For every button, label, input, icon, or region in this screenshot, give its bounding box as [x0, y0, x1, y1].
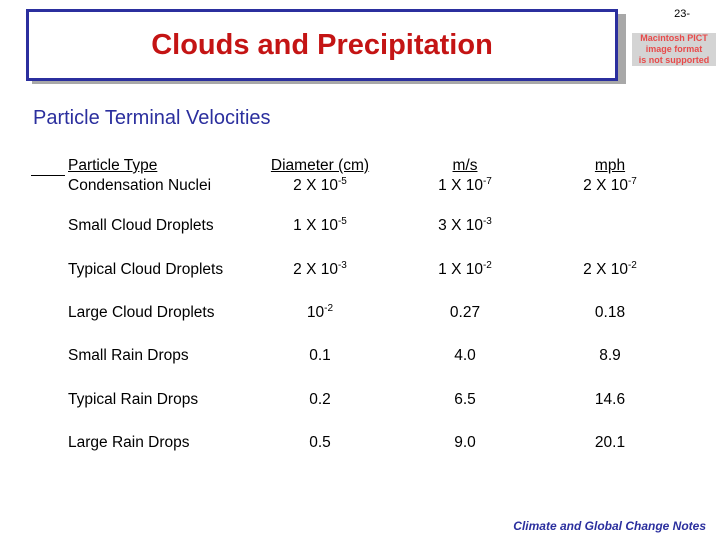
row-ms-value: 1 X 10-2 [405, 260, 525, 279]
diameter-base: 1 X 10 [293, 217, 338, 234]
row-ms-value: 1 X 10-7 [405, 176, 525, 195]
ms-base: 1 X 10 [438, 177, 483, 194]
row-particle-type: Large Rain Drops [68, 434, 190, 451]
slide-title: Clouds and Precipitation [151, 28, 493, 61]
diameter-exponent: -5 [337, 176, 347, 187]
diameter-base: 10 [306, 304, 325, 321]
row-particle-type: Typical Rain Drops [68, 391, 199, 408]
slide-number: 23- [674, 8, 690, 20]
row-diameter-value: 1 X 10-5 [255, 216, 385, 235]
diameter-exponent: -5 [337, 216, 347, 227]
ms-base: 3 X 10 [438, 217, 483, 234]
title-box: Clouds and Precipitation [26, 9, 618, 81]
diameter-base: 2 X 10 [293, 261, 338, 278]
mph-exponent: -2 [627, 260, 637, 271]
mph-base: 0.18 [594, 304, 626, 321]
mph-base: 8.9 [599, 347, 621, 364]
diameter-exponent: -3 [337, 260, 347, 271]
mph-base: 14.6 [594, 391, 626, 408]
row-diameter-value: 0.5 [255, 433, 385, 452]
pict-line-3: is not supported [638, 55, 710, 65]
row-diameter-value: 2 X 10-3 [255, 260, 385, 279]
ms-base: 6.5 [454, 391, 476, 408]
row-particle-type: Small Rain Drops [68, 347, 189, 364]
mph-base: 2 X 10 [583, 261, 628, 278]
header-diameter: Diameter (cm) [270, 157, 370, 174]
pict-placeholder-image: Macintosh PICT image format is not suppo… [632, 33, 716, 66]
header-particle-type: Particle Type [68, 157, 158, 174]
mph-base: 20.1 [594, 434, 626, 451]
header-underline-stub [31, 175, 65, 176]
row-ms-value: 6.5 [405, 390, 525, 409]
row-ms-value: 4.0 [405, 346, 525, 365]
header-ms: m/s [452, 157, 478, 174]
mph-exponent: -7 [627, 176, 637, 187]
row-mph-value: 2 X 10-7 [550, 176, 670, 195]
row-mph-value: 20.1 [550, 433, 670, 452]
row-particle-type: Large Cloud Droplets [68, 304, 215, 321]
pict-line-1: Macintosh PICT [640, 33, 708, 43]
diameter-base: 0.5 [309, 434, 331, 451]
row-particle-type: Condensation Nuclei [68, 177, 212, 194]
row-diameter-value: 2 X 10-5 [255, 176, 385, 195]
ms-base: 9.0 [454, 434, 476, 451]
row-ms-value: 0.27 [405, 303, 525, 322]
row-particle-type: Small Cloud Droplets [68, 217, 214, 234]
footer-note: Climate and Global Change Notes [513, 519, 706, 533]
ms-exponent: -7 [482, 176, 492, 187]
diameter-base: 2 X 10 [293, 177, 338, 194]
row-mph-value: 2 X 10-2 [550, 260, 670, 279]
row-diameter-value: 0.2 [255, 390, 385, 409]
ms-base: 4.0 [454, 347, 476, 364]
row-mph-value: 14.6 [550, 390, 670, 409]
row-diameter-value: 0.1 [255, 346, 385, 365]
pict-line-2: image format [645, 44, 703, 54]
row-mph-value: 0.18 [550, 303, 670, 322]
row-mph-value: 8.9 [550, 346, 670, 365]
ms-base: 1 X 10 [438, 261, 483, 278]
ms-base: 0.27 [449, 304, 481, 321]
ms-exponent: -3 [482, 216, 492, 227]
row-ms-value: 3 X 10-3 [405, 216, 525, 235]
row-particle-type: Typical Cloud Droplets [68, 261, 224, 278]
diameter-base: 0.2 [309, 391, 331, 408]
header-mph: mph [594, 157, 626, 174]
subtitle: Particle Terminal Velocities [33, 107, 271, 129]
row-ms-value: 9.0 [405, 433, 525, 452]
row-diameter-value: 10-2 [255, 303, 385, 322]
diameter-exponent: -2 [324, 303, 334, 314]
mph-base: 2 X 10 [583, 177, 628, 194]
diameter-base: 0.1 [309, 347, 331, 364]
ms-exponent: -2 [482, 260, 492, 271]
